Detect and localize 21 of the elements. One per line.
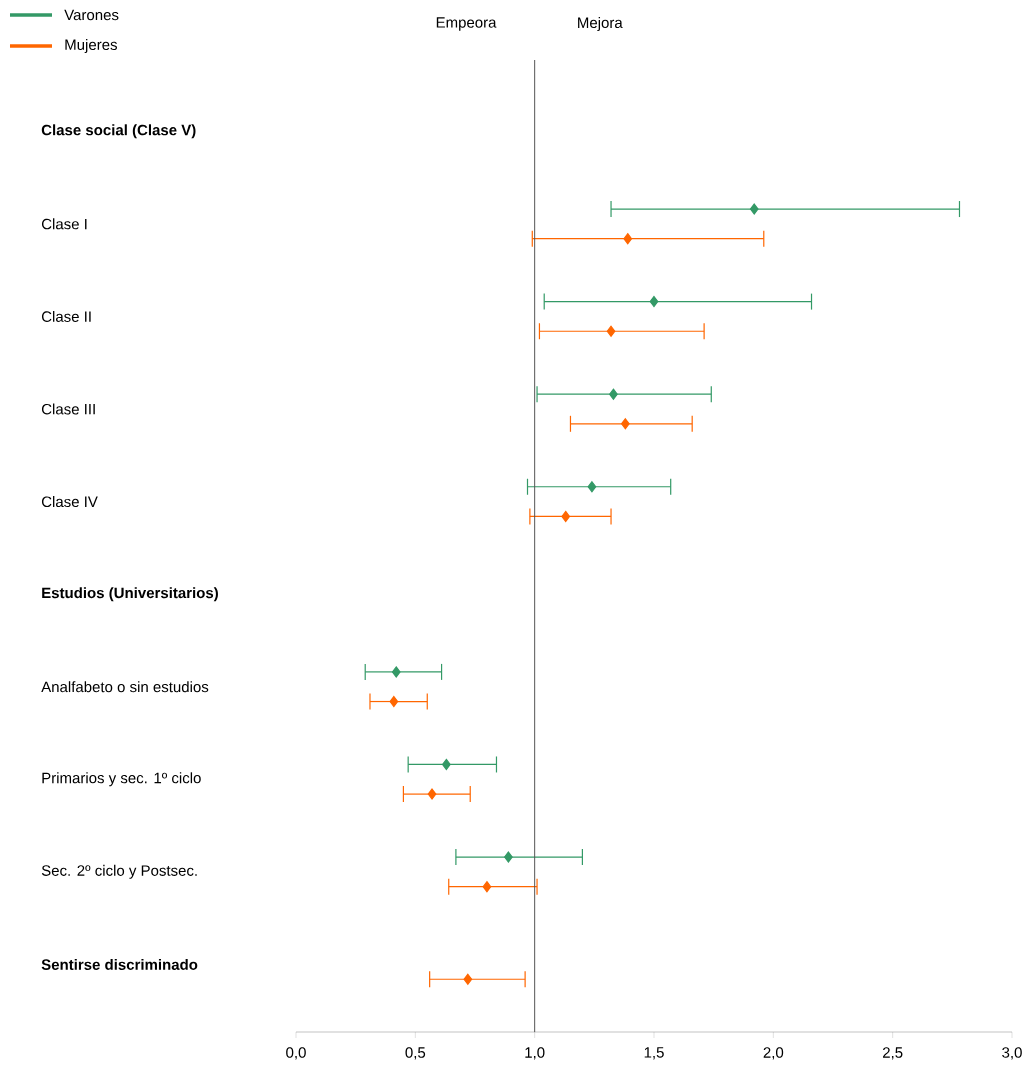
y-tick-label: Analfabeto o sin estudios xyxy=(41,681,209,693)
y-tick-label: Sentirse discriminado xyxy=(41,958,198,970)
y-tick-label: Sec. 2º ciclo y Postsec. xyxy=(41,864,197,879)
x-tick-label: 3,0 xyxy=(1002,1047,1022,1060)
x-tick-label: 1,0 xyxy=(525,1047,545,1060)
text: Empeora xyxy=(436,17,497,31)
x-tick-label: 2,5 xyxy=(882,1047,903,1060)
text: Mejora xyxy=(578,17,623,31)
x-tick-label: 0,5 xyxy=(405,1047,426,1060)
y-tick-label: Primarios y sec. 1º ciclo xyxy=(42,772,201,787)
x-tick-label: 2,0 xyxy=(763,1047,784,1060)
y-tick-label: Clase I xyxy=(41,218,87,230)
legend-label: Mujeres xyxy=(65,39,117,53)
x-tick-label: 0,0 xyxy=(286,1047,306,1060)
x-tick-label: 1,5 xyxy=(644,1047,664,1060)
y-tick-label: Clase II xyxy=(41,310,91,322)
y-tick-label: Clase IV xyxy=(41,496,98,508)
y-tick-label: Clase III xyxy=(41,403,95,415)
y-tick-label: Clase social (Clase V) xyxy=(41,124,196,139)
legend-label: Varones xyxy=(64,9,119,21)
y-tick-label: Estudios (Universitarios) xyxy=(42,587,218,602)
